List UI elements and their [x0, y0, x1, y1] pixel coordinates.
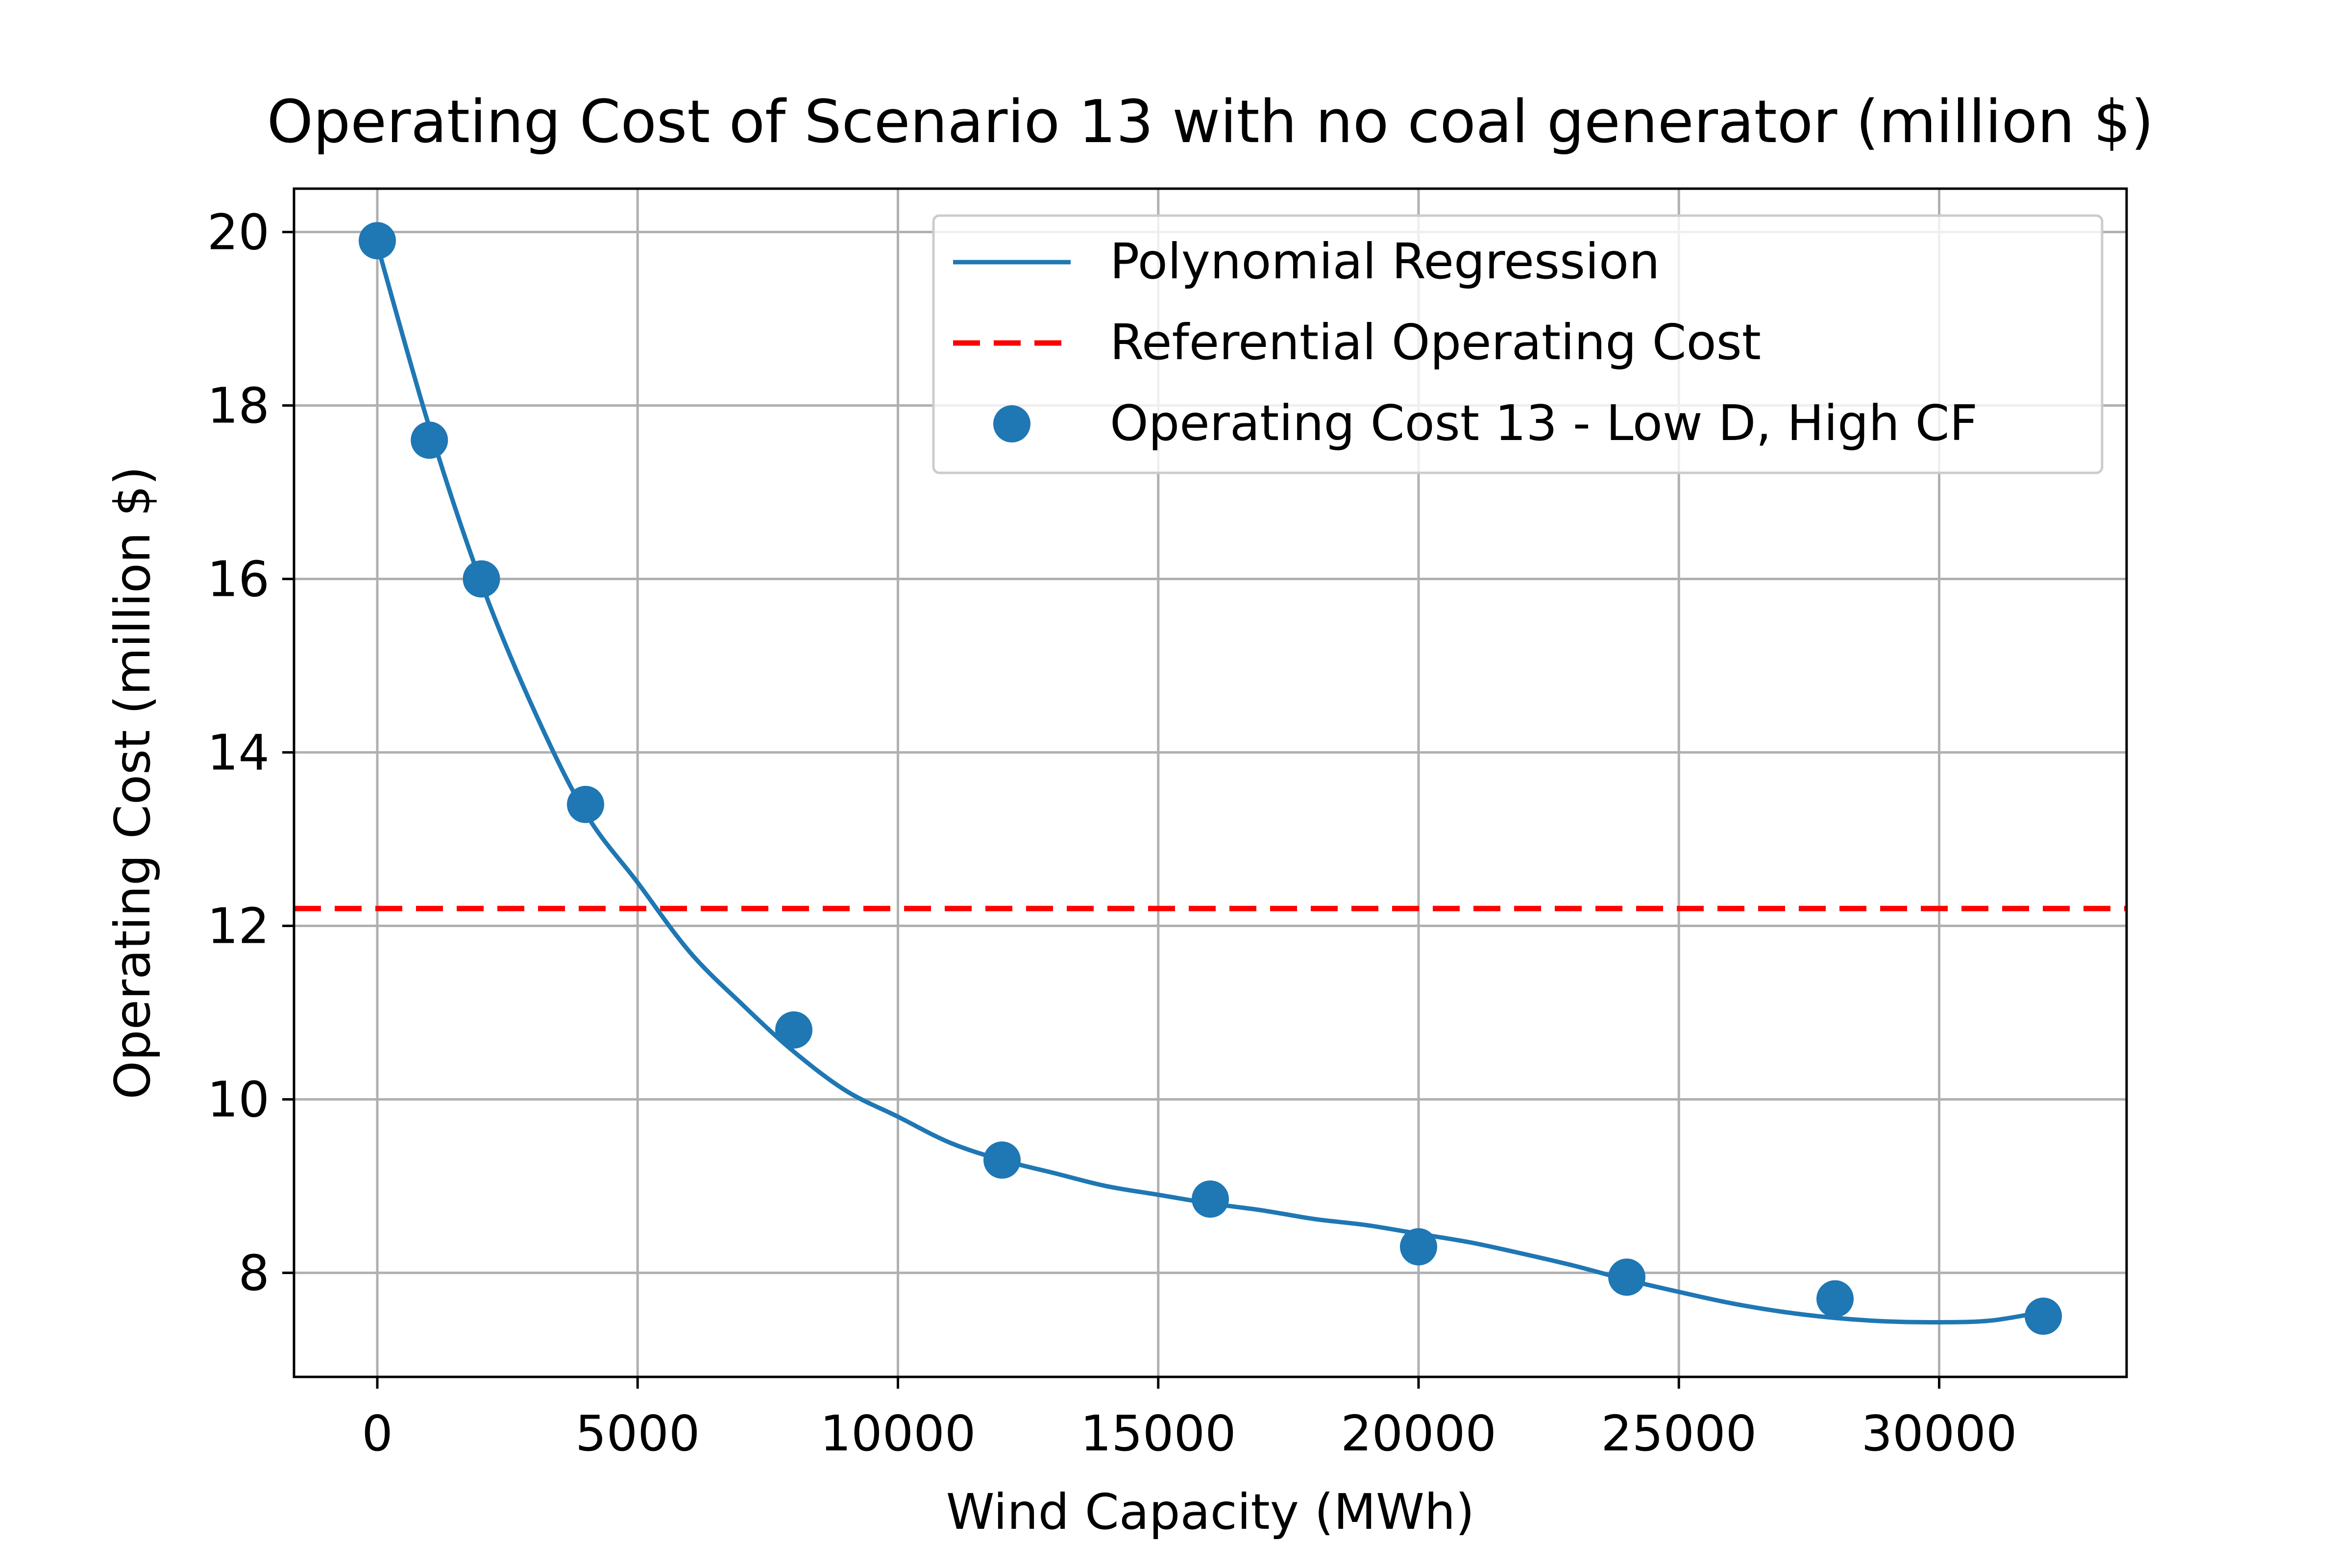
x-ticks: 0 5000 10000 15000 20000 25000 30000 — [362, 1377, 2017, 1462]
x-axis-label: Wind Capacity (MWh) — [946, 1483, 1474, 1541]
legend-box — [932, 214, 2104, 474]
data-point — [1400, 1228, 1437, 1266]
data-point — [1192, 1180, 1229, 1218]
y-tick-label: 16 — [207, 551, 270, 608]
data-point — [775, 1011, 812, 1049]
y-tick-label: 20 — [207, 204, 270, 261]
data-point — [359, 222, 396, 260]
data-point — [2025, 1298, 2062, 1335]
x-tick-label: 10000 — [820, 1405, 976, 1462]
legend-label-scatter: Operating Cost 13 - Low D, High CF — [1110, 394, 1978, 452]
y-tick-label: 10 — [207, 1071, 270, 1128]
legend-label-reference: Referential Operating Cost — [1110, 314, 1761, 371]
y-tick-label: 8 — [238, 1245, 270, 1302]
x-tick-label: 5000 — [575, 1405, 700, 1462]
plot-frame — [293, 187, 2128, 1378]
legend: Polynomial Regression Referential Operat… — [932, 214, 2104, 474]
data-point — [411, 421, 448, 459]
x-tick-label: 20000 — [1341, 1405, 1496, 1462]
y-axis-label: Operating Cost (million $) — [104, 466, 161, 1099]
data-point — [1608, 1258, 1645, 1296]
y-tick-label: 12 — [207, 898, 270, 955]
x-tick-label: 15000 — [1080, 1405, 1236, 1462]
data-point — [1816, 1280, 1854, 1318]
y-tick-label: 18 — [207, 377, 270, 435]
data-point — [463, 560, 500, 598]
chart-title: Operating Cost of Scenario 13 with no co… — [267, 88, 2154, 156]
legend-label-regression: Polynomial Regression — [1110, 233, 1660, 290]
y-ticks: 8 10 12 14 16 18 20 — [207, 204, 294, 1302]
scatter-points-layer — [359, 222, 2062, 1335]
x-tick-label: 0 — [362, 1405, 393, 1462]
data-point — [567, 785, 604, 823]
x-tick-label: 25000 — [1601, 1405, 1757, 1462]
x-tick-label: 30000 — [1861, 1405, 2017, 1462]
data-point — [983, 1141, 1021, 1179]
legend-swatch-scatter — [993, 405, 1030, 442]
y-tick-label: 14 — [207, 724, 270, 782]
